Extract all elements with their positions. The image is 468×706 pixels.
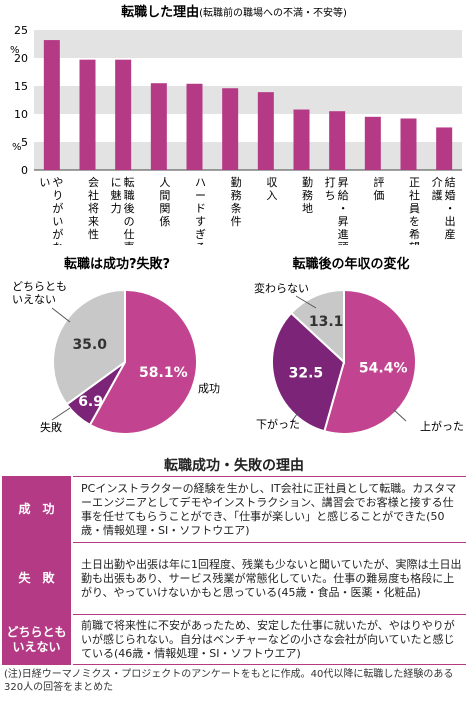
pie-leader-line [51,407,71,421]
pie-slice-name: 失敗 [40,420,62,434]
x-category-label: 正社員を希望 [409,176,420,245]
x-category-label: 勤務条件 [231,176,242,228]
y-tick-label: 15 [14,80,28,93]
bar [364,116,381,170]
bar [222,88,239,170]
table-row: どちらとも いえない 前職で将来性に不安があったため、安定した仕事に就いたが、や… [2,614,466,665]
success-pie-chart: 転職は成功?失敗? 58.1% 成功 6.9 失敗 35.0 どちらともいえない [12,256,220,435]
x-category-label: 転職後の仕事 [124,176,135,245]
row-label-success: 成 功 [2,476,73,543]
y-tick-label: 0 [21,164,28,177]
row-label-neutral: どちらとも いえない [2,614,73,665]
y-tick-label: 25 [14,24,28,37]
bar-chart-subtitle: (転職前の職場への不満・不安等) [199,6,347,19]
bar [115,59,132,170]
pie-title: 転職は成功?失敗? [64,256,170,272]
bar [400,118,417,170]
pie-leader-line [295,295,317,309]
bar [257,92,274,170]
x-category-label: い [39,176,50,189]
x-category-label: 介護 [432,176,443,202]
pie-slice-name: 下がった [256,417,300,431]
x-category-label: やりがいがな [52,176,63,245]
pie-slice-name: 変わらない [254,281,309,295]
pie-title: 転職後の年収の変化 [292,256,409,272]
bar-chart-title: 転職した理由(転職前の職場への不満・不安等) [121,4,347,20]
row-text-success: PCインストラクターの経験を生かし、IT会社に正社員として転職。カスタマーエンジ… [72,476,466,543]
pie-value-box [361,357,406,377]
table-row: 失 敗 土日出勤や出張は年に1回程度、残業も少ないと聞いていたが、実際は土日出勤… [2,542,466,615]
x-category-label: 昇給・昇進頭 [338,176,349,245]
x-category-label: 人間関係 [159,176,170,228]
x-category-label: 会社将来性 [88,176,99,241]
x-category-label: 評価 [373,175,384,202]
pie-leader-line [51,307,71,323]
y-unit-label-top: % [10,45,20,56]
row-label-neutral-text: どちらとも いえない [6,624,67,654]
pie-value-label: 58.1% [139,365,188,381]
pie-slice [52,288,126,406]
y-tick-label: 20 [14,52,28,65]
grid-band [34,30,462,58]
row-text-neutral: 前職で将来性に不安があったため、安定した仕事に就いたが、やはりやりがいが感じられ… [72,614,466,665]
pie-slice [289,288,345,365]
income-pie-chart: 転職後の年収の変化 54.4% 上がった 32.5 下がった 13.1 変わらない [254,256,464,435]
pie-slice-name: 上がった [420,419,464,433]
x-category-label: ハードすぎる [195,176,206,245]
table-row: 成 功 PCインストラクターの経験を生かし、IT会社に正社員として転職。カスタマ… [2,476,466,543]
reasons-table: 成 功 PCインストラクターの経験を生かし、IT会社に正社員として転職。カスタマ… [2,476,466,665]
bar [43,40,60,170]
pie-value-label: 6.9 [78,394,103,410]
pie-slice-name: どちらともいえない [12,280,67,306]
y-tick-label: 10 [14,108,28,121]
y-tick-label: 5 [21,136,28,149]
pie-value-label: 13.1 [309,314,344,330]
pie-leader-line [393,409,407,422]
footnote: (注)日経ウーマノミクス・プロジェクトのアンケートをもとに作成。40代以降に転職… [4,669,454,693]
grid-band [34,142,462,170]
pie-value-box [141,361,186,381]
bar [329,111,346,170]
x-category-label: 打ち [325,175,336,202]
bar [79,59,96,170]
bar [186,83,203,170]
pie-value-label: 35.0 [72,337,107,353]
pie-slice [271,311,346,433]
grid-band [34,86,462,114]
x-category-label: に魅力 [111,176,122,215]
pie-leader-line [291,409,301,422]
bar [436,127,453,170]
bar [150,83,167,170]
y-unit-label-bottom: % [12,142,22,153]
pie-slice-name: 成功 [198,382,220,395]
row-text-failure: 土日出勤や出張は年に1回程度、残業も少ないと聞いていたが、実際は土日出勤も出張も… [72,542,466,615]
reasons-table-title: 転職成功・失敗の理由 [164,458,304,474]
reasons-bar-chart: 転職した理由(転職前の職場への不満・不安等) 0 5 10 15 20 25%% やりがいがな… [10,4,462,245]
x-category-label: 収入 [266,176,277,202]
row-label-failure: 失 敗 [2,542,73,615]
x-category-label: 結婚・出産・ [445,175,456,245]
bar [293,109,310,170]
pie-value-label: 32.5 [289,366,324,382]
pie-value-label: 54.4% [359,360,408,376]
x-category-label: 勤務地 [302,176,313,215]
